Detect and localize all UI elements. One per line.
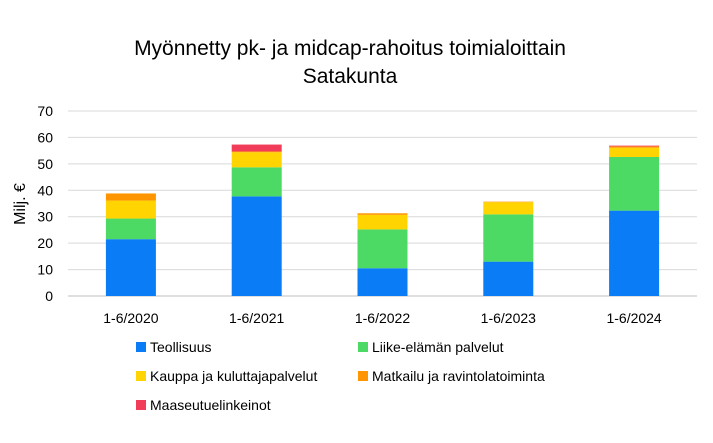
legend: Teollisuus Liike-elämän palvelut Kauppa ja… [136,339,545,413]
x-tick-label: 1-6/2020 [103,310,158,326]
bar-segment [357,229,408,269]
legend-swatch [358,371,368,381]
bar-segment [231,167,282,197]
legend-label: Kauppa ja kuluttajapalvelut [150,368,317,384]
bar-segment [105,239,156,296]
bars [105,144,660,296]
chart-title-line-2: Satakunta [303,65,398,88]
legend-swatch [358,342,368,352]
bar-segment [357,268,408,296]
y-tick-label: 10 [37,262,53,278]
x-axis-ticks: 1-6/2020 1-6/2021 1-6/2022 1-6/2023 1-6/2024 [103,310,662,326]
legend-label: Teollisuus [150,339,211,355]
bar-segment [609,146,660,148]
chart-title-line-1: Myönnetty pk- ja midcap-rahoitus toimial… [134,37,566,60]
y-tick-label: 0 [45,288,53,304]
bar-segment [609,210,660,296]
y-tick-label: 40 [37,182,53,198]
legend-swatch [136,371,146,381]
y-axis-title: Milj. € [12,183,29,225]
bar-segment [483,202,534,215]
bar-segment [609,147,660,157]
y-tick-label: 70 [37,103,53,119]
bar-segment [609,145,660,147]
bar-segment [483,261,534,296]
x-tick-label: 1-6/2023 [481,310,536,326]
y-axis-ticks: 0 10 20 30 40 50 60 70 [37,103,53,304]
bar-segment [231,196,282,296]
legend-label: Matkailu ja ravintolatoiminta [372,368,545,384]
bar-segment [105,193,156,201]
bar-segment [609,156,660,211]
bar-segment [231,152,282,168]
bar-segment [357,213,408,215]
y-tick-label: 50 [37,156,53,172]
x-tick-label: 1-6/2022 [355,310,410,326]
bar-segment [357,214,408,230]
bar-segment [105,200,156,219]
x-tick-label: 1-6/2021 [229,310,284,326]
bar-segment [231,151,282,153]
x-tick-label: 1-6/2024 [606,310,661,326]
y-tick-label: 30 [37,209,53,225]
bar-segment [483,214,534,262]
y-tick-label: 60 [37,129,53,145]
bar-segment [105,218,156,240]
legend-swatch [136,400,146,410]
bar-segment [231,144,282,152]
y-tick-label: 20 [37,235,53,251]
legend-label: Liike-elämän palvelut [372,339,504,355]
legend-swatch [136,342,146,352]
legend-label: Maaseutuelinkeinot [150,397,271,413]
bar-segment [483,201,534,203]
